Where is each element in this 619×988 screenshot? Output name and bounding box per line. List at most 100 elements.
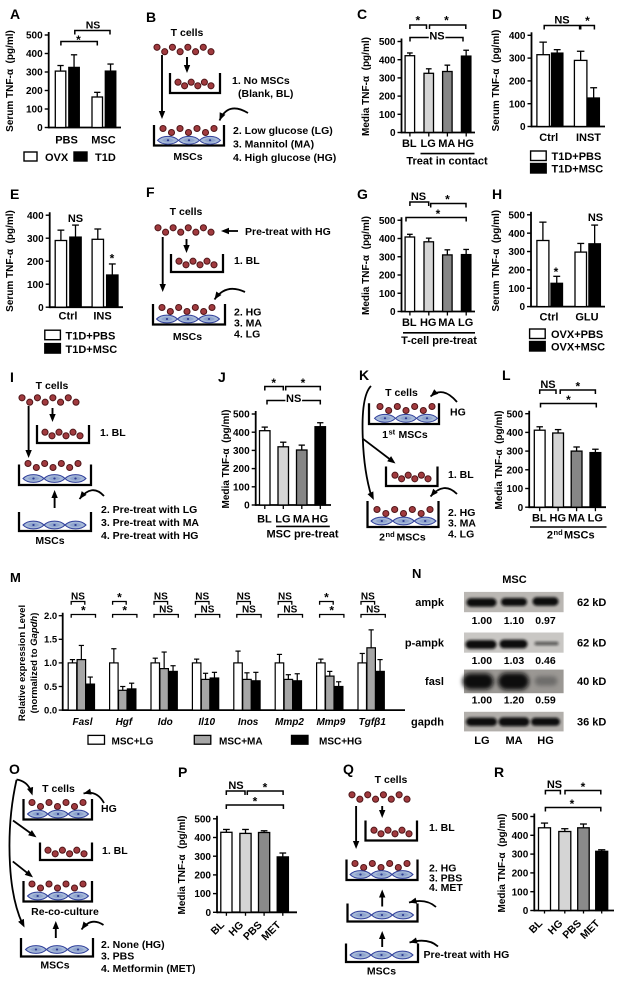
svg-text:O: O [9,761,20,777]
svg-text:Ctrl: Ctrl [540,312,559,324]
svg-text:P: P [178,764,187,780]
svg-text:NS: NS [86,20,101,32]
svg-text:INST: INST [576,132,601,144]
svg-text:0.46: 0.46 [535,655,556,667]
svg-text:*: * [570,797,575,811]
svg-text:300: 300 [507,447,524,458]
svg-text:Ctrl: Ctrl [539,132,558,144]
svg-text:BL: BL [402,138,417,150]
svg-text:1.00: 1.00 [472,615,493,627]
svg-text:T cells: T cells [375,774,408,786]
svg-text:0.5: 0.5 [44,682,58,693]
svg-text:0: 0 [38,303,44,314]
svg-text:NS: NS [278,592,292,603]
svg-text:300: 300 [379,252,396,263]
svg-text:LG: LG [458,317,473,329]
svg-text:Fasl: Fasl [72,717,92,728]
svg-text:300: 300 [26,68,43,79]
svg-text:INS: INS [93,311,111,323]
svg-text:MSC: MSC [502,574,527,586]
svg-text:200: 200 [379,92,396,103]
svg-text:OVX+MSC: OVX+MSC [551,342,605,354]
svg-text:NS: NS [429,31,444,43]
svg-text:*: * [566,393,571,407]
svg-text:LG: LG [588,513,603,525]
svg-text:MSCs: MSCs [367,966,396,978]
svg-text:MSCs: MSCs [173,331,202,343]
svg-text:Media TNF-α (pg/ml): Media TNF-α (pg/ml) [177,816,188,915]
svg-text:200: 200 [233,464,250,475]
svg-text:1. BL: 1. BL [429,822,455,834]
svg-text:*: * [271,376,276,390]
svg-text:*: * [81,604,86,618]
svg-text:NS: NS [361,592,375,603]
svg-text:T1D+PBS: T1D+PBS [552,151,602,163]
svg-text:BL: BL [402,317,417,329]
svg-text:400: 400 [379,234,396,245]
svg-text:500: 500 [379,216,396,227]
svg-text:T1D+MSC: T1D+MSC [66,344,118,356]
svg-text:NS: NS [71,592,85,603]
svg-text:0.59: 0.59 [535,694,556,706]
svg-text:N: N [412,566,421,581]
svg-text:4. LG: 4. LG [448,529,474,541]
svg-text:2. None (HG): 2. None (HG) [101,939,165,951]
svg-text:*: * [329,604,334,618]
svg-text:HG: HG [420,317,437,329]
svg-text:2: 2 [379,532,385,544]
svg-text:T1D+PBS: T1D+PBS [66,330,116,342]
svg-text:MSC+HG: MSC+HG [319,736,362,747]
svg-text:Media TNF-α (pg/ml): Media TNF-α (pg/ml) [497,814,508,913]
svg-text:400: 400 [512,831,529,842]
svg-text:K: K [359,367,369,383]
svg-text:500: 500 [233,410,250,421]
svg-text:T cells: T cells [171,27,204,39]
svg-text:T1D: T1D [95,152,116,164]
svg-text:Re-co-culture: Re-co-culture [31,906,99,918]
svg-text:*: * [581,780,586,794]
svg-text:E: E [10,186,19,202]
svg-text:300: 300 [508,247,525,258]
svg-text:1.10: 1.10 [504,615,525,627]
svg-text:R: R [494,764,504,780]
svg-text:st: st [389,428,396,437]
svg-text:200: 200 [512,869,529,880]
svg-text:62 kD: 62 kD [577,597,606,609]
svg-text:4. Metformin (MET): 4. Metformin (MET) [101,963,196,975]
svg-text:OVX+PBS: OVX+PBS [551,329,603,341]
svg-text:100: 100 [509,99,526,110]
svg-text:3. MA: 3. MA [448,518,476,530]
svg-text:1. BL: 1. BL [102,845,128,857]
svg-text:100: 100 [512,887,529,898]
svg-text:Hgf: Hgf [116,717,134,728]
svg-text:NS: NS [237,592,251,603]
svg-text:MSCs: MSCs [564,530,595,542]
svg-text:MSC+LG: MSC+LG [112,736,154,747]
svg-text:NS: NS [554,15,569,27]
svg-text:NS: NS [588,212,603,224]
svg-text:2. Low glucose (LG): 2. Low glucose (LG) [233,125,333,137]
svg-text:300: 300 [512,850,529,861]
svg-text:T cells: T cells [385,387,418,399]
svg-text:3. PBS: 3. PBS [429,873,462,885]
svg-text:nd: nd [386,530,396,539]
svg-text:HG: HG [101,803,117,815]
svg-text:Il10: Il10 [198,717,215,728]
svg-text:200: 200 [27,257,44,268]
svg-text:D: D [492,6,502,22]
svg-text:*: * [585,14,590,28]
svg-text:MA: MA [293,514,310,526]
svg-text:BL: BL [257,514,272,526]
svg-text:HG: HG [457,138,474,150]
svg-text:NS: NS [195,592,209,603]
svg-text:HG: HG [550,513,567,525]
svg-text:Ctrl: Ctrl [59,311,78,323]
svg-text:fasl: fasl [425,676,444,688]
svg-text:MSC pre-treat: MSC pre-treat [266,529,338,541]
svg-text:NS: NS [154,592,168,603]
svg-text:G: G [357,186,368,202]
svg-text:0: 0 [519,302,525,313]
svg-text:0.0: 0.0 [44,705,57,716]
svg-text:2. HG: 2. HG [234,307,261,319]
svg-text:T-cell pre-treat: T-cell pre-treat [401,335,477,347]
